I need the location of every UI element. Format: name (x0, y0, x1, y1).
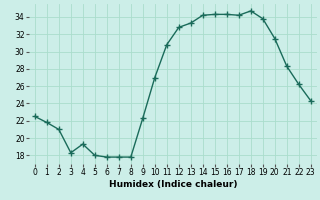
X-axis label: Humidex (Indice chaleur): Humidex (Indice chaleur) (108, 180, 237, 189)
